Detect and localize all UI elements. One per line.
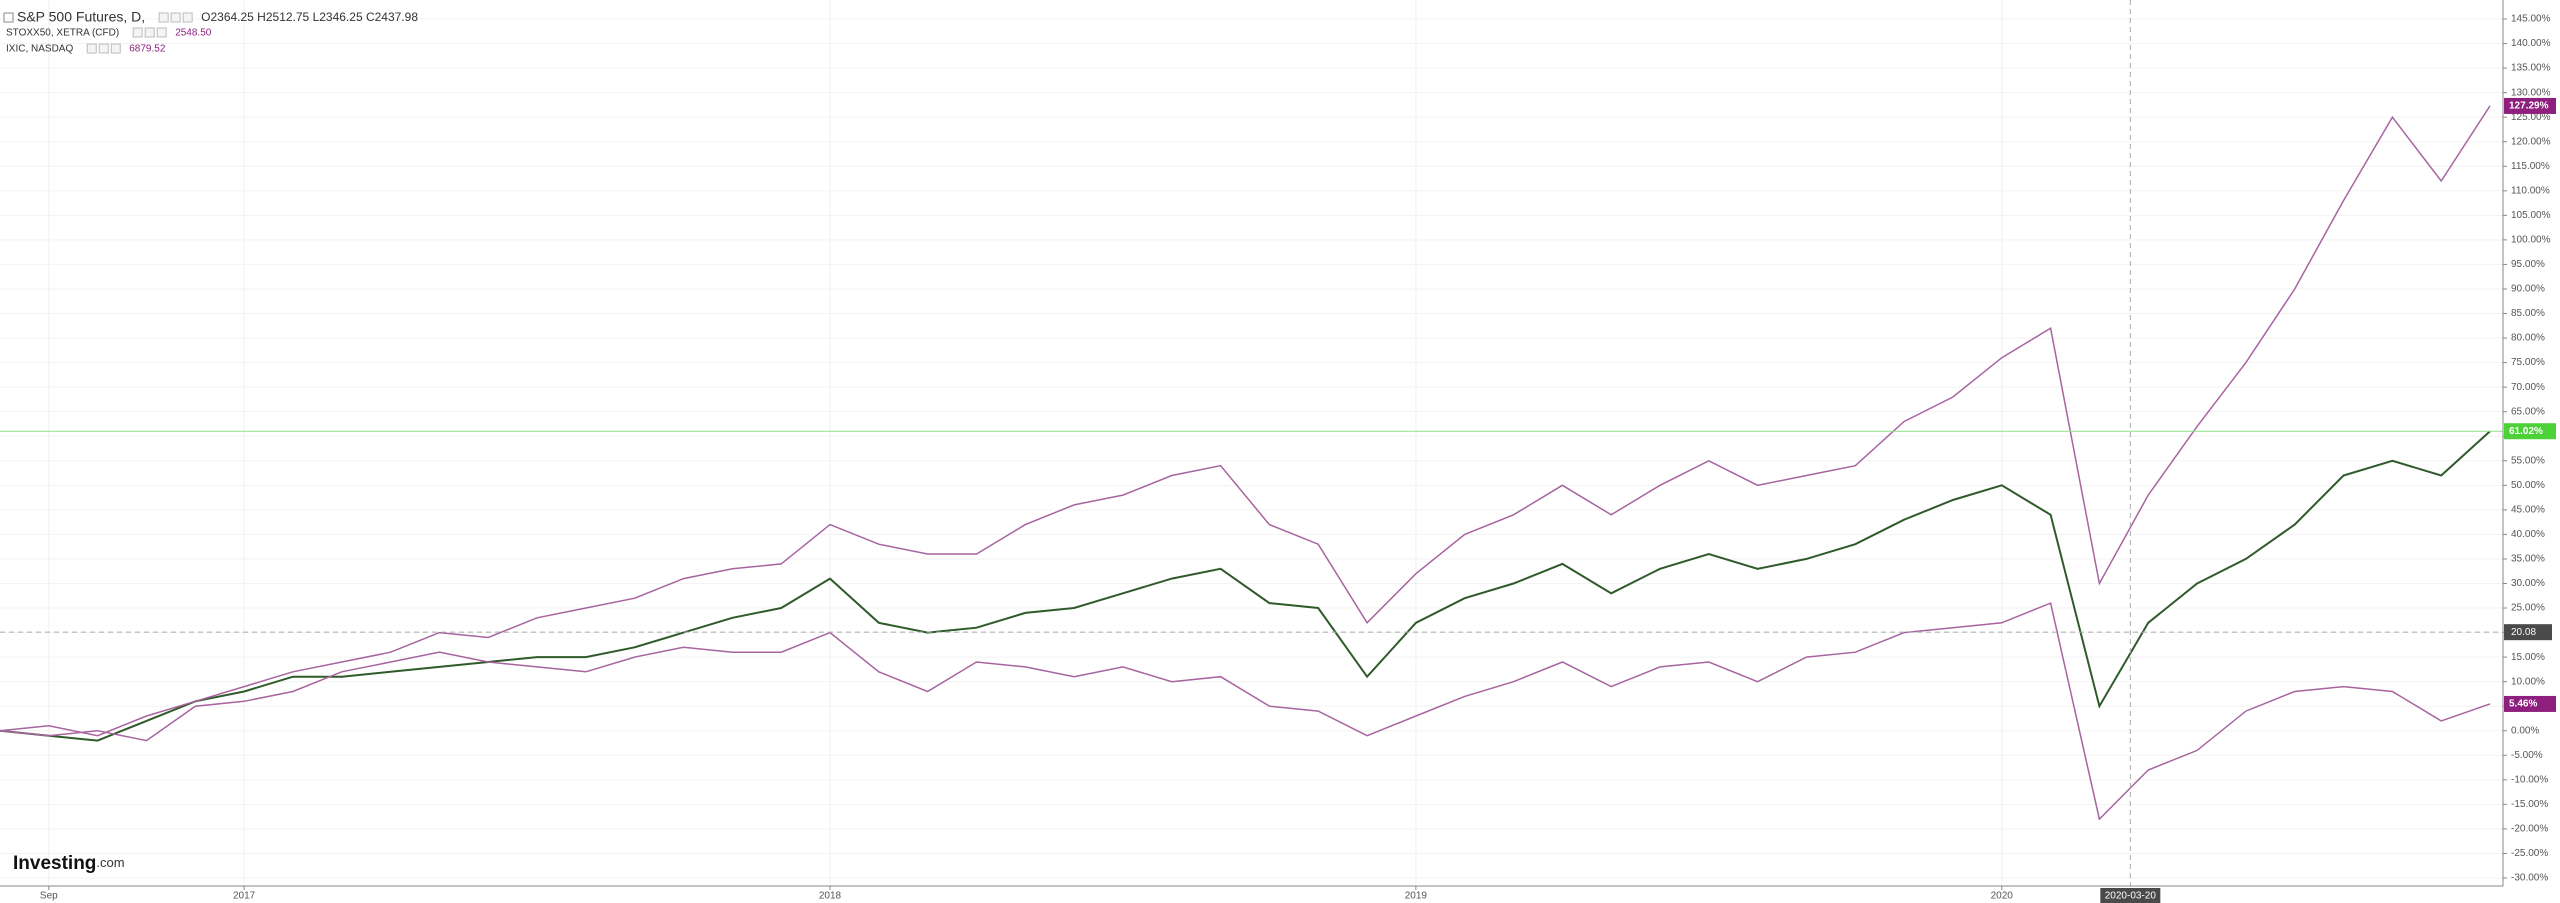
last-value-label: 61.02%	[2509, 426, 2543, 437]
y-tick-label: 55.00%	[2511, 455, 2545, 466]
x-tick-label: 2017	[233, 891, 256, 902]
legend-button[interactable]	[158, 12, 169, 23]
crosshair-x-box	[2100, 888, 2161, 903]
last-value-label: 5.46%	[2509, 699, 2537, 710]
crosshair-y-box	[2504, 624, 2552, 641]
series-line	[0, 105, 2491, 737]
legend-name: IXIC, NASDAQ	[6, 44, 73, 55]
y-tick-label: -5.00%	[2511, 750, 2543, 761]
labels: 145.00% 140.00% 135.00% 130.00% 125.00% 120.0…	[40, 14, 2556, 903]
y-tick-label: 0.00%	[2511, 725, 2539, 736]
legend: S&P 500 Futures, D, O2364.25 H2512.75 L23…	[3, 9, 418, 55]
legend-button[interactable]	[86, 43, 97, 54]
y-tick-label: -20.00%	[2511, 824, 2548, 835]
series-line	[0, 602, 2491, 821]
y-tick-label: 140.00%	[2511, 38, 2551, 49]
series-line	[0, 430, 2491, 742]
y-tick-label: 65.00%	[2511, 406, 2545, 417]
y-tick-label: 125.00%	[2511, 112, 2551, 123]
y-tick-label: 145.00%	[2511, 14, 2551, 25]
y-tick-label: 40.00%	[2511, 529, 2545, 540]
y-tick-label: -10.00%	[2511, 774, 2548, 785]
logo-main: Investing	[13, 853, 96, 874]
legend-name: STOXX50, XETRA (CFD)	[6, 28, 119, 39]
y-tick-label: 30.00%	[2511, 578, 2545, 589]
plot	[0, 0, 2503, 886]
y-tick-label: 35.00%	[2511, 554, 2545, 565]
y-tick-label: 110.00%	[2511, 185, 2550, 196]
last-value-box	[2504, 97, 2556, 114]
last-value-box	[2504, 423, 2556, 440]
legend-button[interactable]	[144, 27, 155, 38]
y-tick-label: 90.00%	[2511, 284, 2545, 295]
legend-button[interactable]	[110, 43, 121, 54]
y-tick-label: 70.00%	[2511, 382, 2545, 393]
legend-button[interactable]	[170, 12, 181, 23]
y-tick-label: 15.00%	[2511, 652, 2545, 663]
y-tick-label: 100.00%	[2511, 235, 2551, 246]
y-tick-label: 95.00%	[2511, 259, 2545, 270]
x-tick-label: 2018	[819, 891, 842, 902]
y-tick-label: 115.00%	[2511, 161, 2550, 172]
x-tick-label: 2020	[1991, 891, 2014, 902]
y-tick-label: 25.00%	[2511, 603, 2545, 614]
y-tick-label: -30.00%	[2511, 873, 2548, 884]
x-tick-label: Sep	[40, 891, 58, 902]
legend-button[interactable]	[98, 43, 109, 54]
crosshair-y-label: 20.08	[2511, 627, 2536, 638]
y-tick-label: -25.00%	[2511, 848, 2548, 859]
y-tick-label: 85.00%	[2511, 308, 2545, 319]
y-tick-label: 75.00%	[2511, 357, 2545, 368]
legend-button[interactable]	[182, 12, 193, 23]
legend-name: S&P 500 Futures, D,	[17, 9, 145, 25]
legend-info: O2364.25 H2512.75 L2346.25 C2437.98	[201, 10, 418, 24]
last-value-box	[2504, 695, 2556, 712]
crosshair-x-label: 2020-03-20	[2105, 891, 2157, 902]
y-tick-label: 45.00%	[2511, 504, 2545, 515]
y-tick-label: 130.00%	[2511, 87, 2551, 98]
collapse-icon	[3, 12, 14, 23]
legend-button[interactable]	[132, 27, 143, 38]
x-tick-label: 2019	[1405, 891, 1428, 902]
y-tick-label: 80.00%	[2511, 333, 2545, 344]
y-tick-label: -15.00%	[2511, 799, 2548, 810]
legend-info: 6879.52	[129, 44, 166, 55]
y-tick-label: 105.00%	[2511, 210, 2551, 221]
legend-info: 2548.50	[175, 28, 212, 39]
y-tick-label: 10.00%	[2511, 676, 2545, 687]
logo-suffix: .com	[96, 855, 124, 870]
y-tick-label: 50.00%	[2511, 480, 2545, 491]
legend-button[interactable]	[156, 27, 167, 38]
last-value-label: 127.29%	[2509, 101, 2549, 112]
logo: Investing.com	[13, 853, 125, 874]
y-tick-label: 135.00%	[2511, 63, 2551, 74]
grid	[0, 0, 2503, 886]
y-tick-label: 120.00%	[2511, 136, 2551, 147]
